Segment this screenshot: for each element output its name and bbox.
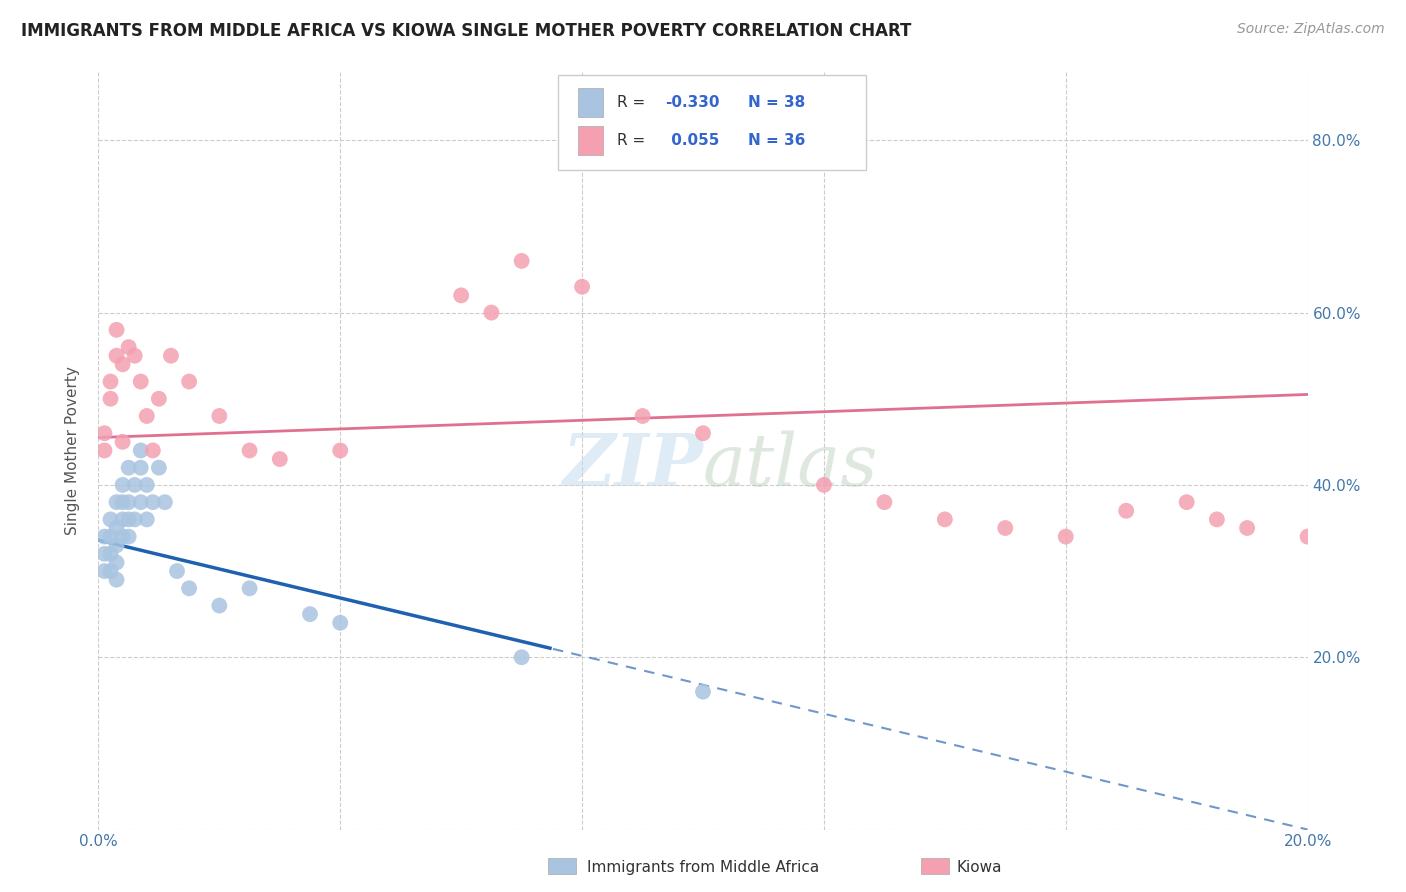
- Point: [481, 305, 503, 319]
- Point: [1175, 495, 1198, 509]
- Point: [239, 443, 262, 458]
- Point: [160, 349, 183, 363]
- Point: [153, 495, 176, 509]
- Point: [93, 443, 115, 458]
- Point: [934, 512, 956, 526]
- Point: [1054, 530, 1077, 544]
- Point: [124, 512, 146, 526]
- Point: [111, 357, 134, 371]
- Point: [93, 426, 115, 441]
- Point: [692, 684, 714, 698]
- Text: N = 38: N = 38: [748, 95, 806, 110]
- Point: [631, 409, 654, 423]
- Text: R =: R =: [617, 95, 650, 110]
- Point: [692, 426, 714, 441]
- Point: [208, 599, 231, 613]
- Point: [179, 375, 201, 389]
- Point: [994, 521, 1017, 535]
- Point: [142, 443, 165, 458]
- Point: [329, 615, 352, 630]
- Bar: [578, 126, 603, 155]
- Point: [299, 607, 322, 622]
- Point: [93, 547, 115, 561]
- Point: [813, 478, 835, 492]
- Point: [105, 521, 128, 535]
- Point: [1236, 521, 1258, 535]
- Point: [100, 547, 122, 561]
- Point: [118, 530, 141, 544]
- Point: [571, 279, 593, 293]
- Point: [100, 564, 122, 578]
- Point: [100, 392, 122, 406]
- Bar: [921, 858, 949, 874]
- Point: [124, 478, 146, 492]
- Point: [208, 409, 231, 423]
- Point: [105, 349, 128, 363]
- Point: [135, 409, 157, 423]
- Bar: [548, 858, 576, 874]
- Point: [873, 495, 896, 509]
- FancyBboxPatch shape: [558, 75, 866, 170]
- Text: atlas: atlas: [703, 430, 879, 501]
- Point: [135, 512, 157, 526]
- Point: [111, 478, 134, 492]
- Text: Source: ZipAtlas.com: Source: ZipAtlas.com: [1237, 22, 1385, 37]
- Bar: [578, 88, 603, 117]
- Point: [93, 564, 115, 578]
- Point: [329, 443, 352, 458]
- Point: [1115, 504, 1137, 518]
- Point: [124, 349, 146, 363]
- Point: [118, 460, 141, 475]
- Y-axis label: Single Mother Poverty: Single Mother Poverty: [65, 366, 80, 535]
- Point: [118, 512, 141, 526]
- Point: [166, 564, 188, 578]
- Point: [105, 323, 128, 337]
- Point: [510, 650, 533, 665]
- Point: [105, 556, 128, 570]
- Point: [100, 512, 122, 526]
- Point: [129, 495, 152, 509]
- Point: [1206, 512, 1229, 526]
- Point: [129, 375, 152, 389]
- Text: IMMIGRANTS FROM MIDDLE AFRICA VS KIOWA SINGLE MOTHER POVERTY CORRELATION CHART: IMMIGRANTS FROM MIDDLE AFRICA VS KIOWA S…: [21, 22, 911, 40]
- Point: [100, 375, 122, 389]
- Text: Kiowa: Kiowa: [956, 860, 1001, 874]
- Point: [111, 495, 134, 509]
- Point: [142, 495, 165, 509]
- Text: N = 36: N = 36: [748, 133, 806, 148]
- Point: [148, 460, 170, 475]
- Point: [111, 512, 134, 526]
- Point: [118, 495, 141, 509]
- Point: [93, 530, 115, 544]
- Point: [179, 582, 201, 596]
- Point: [269, 452, 291, 467]
- Text: Immigrants from Middle Africa: Immigrants from Middle Africa: [586, 860, 820, 874]
- Point: [111, 530, 134, 544]
- Point: [118, 340, 141, 354]
- Point: [450, 288, 472, 302]
- Point: [129, 460, 152, 475]
- Text: R =: R =: [617, 133, 650, 148]
- Point: [148, 392, 170, 406]
- Point: [105, 495, 128, 509]
- Point: [111, 434, 134, 449]
- Point: [135, 478, 157, 492]
- Text: -0.330: -0.330: [665, 95, 720, 110]
- Text: 0.055: 0.055: [665, 133, 718, 148]
- Point: [100, 530, 122, 544]
- Point: [105, 538, 128, 552]
- Point: [129, 443, 152, 458]
- Text: ZIP: ZIP: [562, 430, 703, 501]
- Point: [239, 582, 262, 596]
- Point: [105, 573, 128, 587]
- Point: [510, 253, 533, 268]
- Point: [1296, 530, 1319, 544]
